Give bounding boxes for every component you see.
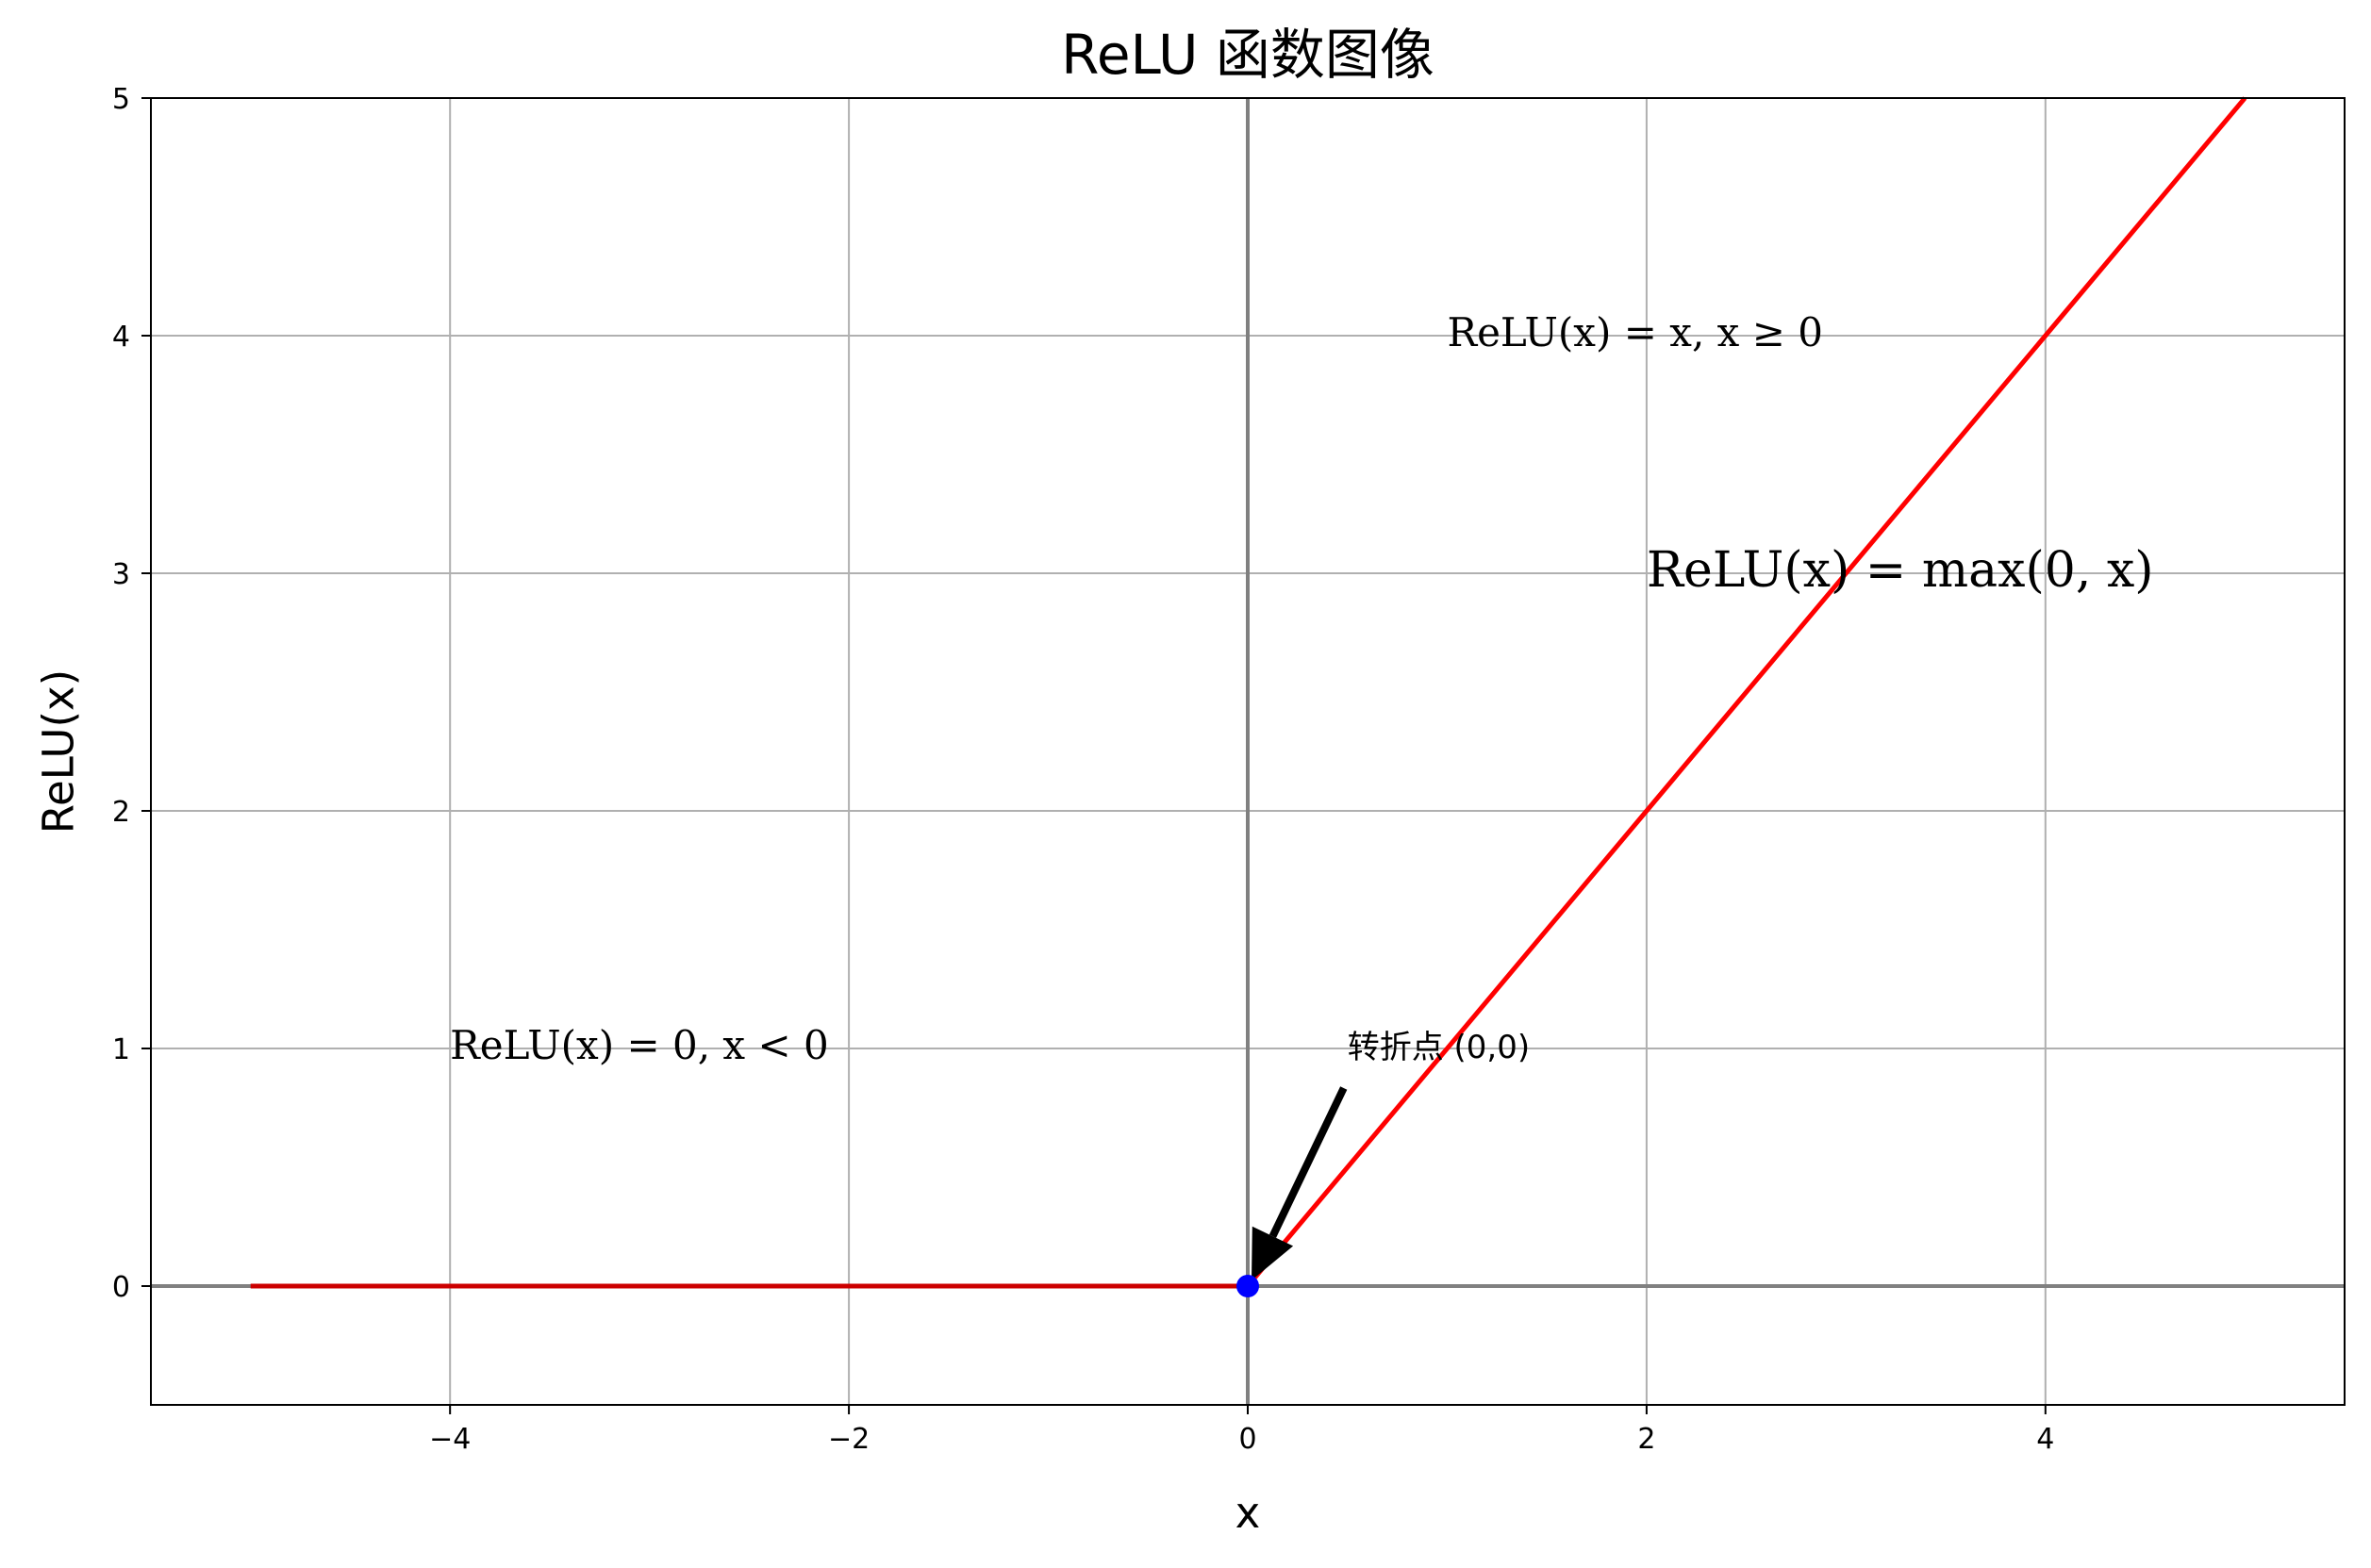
y-tick-label: 3 <box>112 558 130 591</box>
x-tick-label: −2 <box>828 1423 870 1456</box>
y-axis-label: ReLU(x) <box>34 669 84 834</box>
annotation-relu-formula: ReLU(x) = max(0, x) <box>1647 542 2154 599</box>
annotation-positive-branch: ReLU(x) = x, x ≥ 0 <box>1447 309 1823 355</box>
x-axis-label: x <box>1235 1488 1261 1538</box>
y-tick-label: 1 <box>112 1033 130 1066</box>
annotation-turning-point: 转折点 (0,0) <box>1348 1029 1530 1066</box>
y-tick-label: 5 <box>112 83 130 116</box>
y-tick-label: 0 <box>112 1271 130 1304</box>
annotation-arrow-shaft <box>1268 1086 1348 1238</box>
series-line <box>1246 96 2247 1288</box>
annotations: ReLU(x) = x, x ≥ 0 ReLU(x) = max(0, x) ReL… <box>450 309 2154 1297</box>
annotation-negative-branch: ReLU(x) = 0, x < 0 <box>450 1022 829 1068</box>
x-tick-label: −4 <box>429 1423 471 1456</box>
x-tick-label: 0 <box>1238 1423 1256 1456</box>
y-tick-label: 2 <box>112 796 130 829</box>
turning-point-marker <box>1236 1275 1259 1297</box>
axis-ticks: −4 −2 0 2 4 0 1 2 3 4 5 <box>112 83 2054 1456</box>
series-lines <box>250 96 2247 1289</box>
annotation-arrow-head <box>1252 1226 1294 1280</box>
chart-title: ReLU 函数图像 <box>1061 23 1434 87</box>
x-tick-label: 2 <box>1637 1423 1655 1456</box>
x-tick-label: 4 <box>2036 1423 2054 1456</box>
y-tick-label: 4 <box>112 321 130 354</box>
